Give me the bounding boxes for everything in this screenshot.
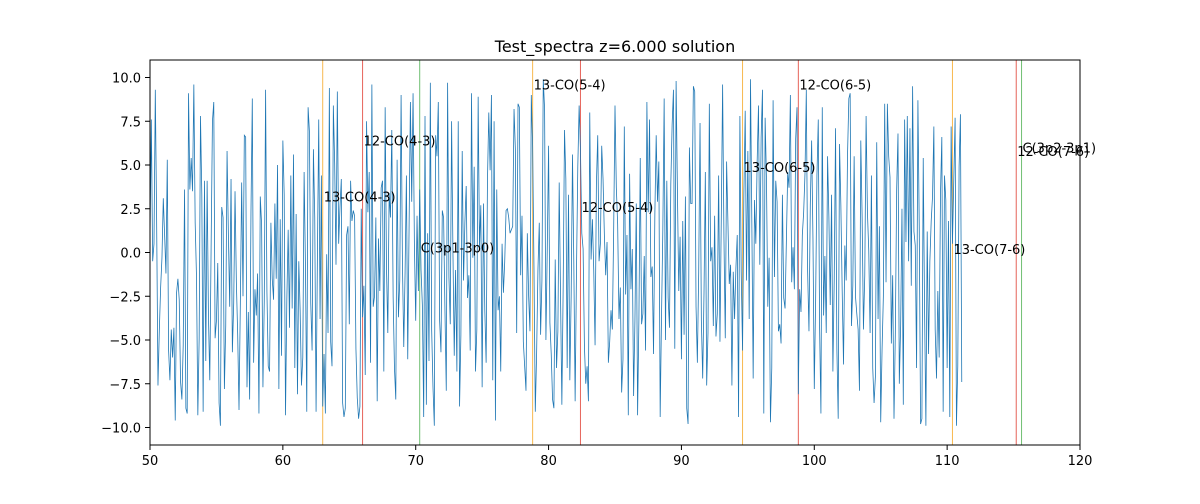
y-tick-label: 7.5 (120, 115, 141, 130)
y-tick-label: −10.0 (101, 422, 141, 437)
y-tick-label: −2.5 (109, 290, 141, 305)
x-tick-label: 110 (935, 454, 960, 469)
spectrum-line (150, 79, 963, 426)
x-tick-label: 80 (540, 454, 557, 469)
line-label: 12-CO(5-4) (581, 201, 653, 216)
line-label: C(3p1-3p0) (421, 241, 495, 256)
y-tick-label: 0.0 (120, 247, 141, 262)
y-axis: −10.0 −7.5 −5.0 −2.5 0.0 2.5 5.0 7.5 10.0 (101, 72, 150, 437)
spectrum-series (150, 79, 963, 426)
y-tick-label: −7.5 (109, 378, 141, 393)
emission-line-labels: 13-CO(4-3) 12-CO(4-3) C(3p1-3p0) 13-CO(5-4)… (324, 79, 1096, 259)
y-tick-label: 10.0 (112, 72, 141, 87)
y-tick-label: 2.5 (120, 203, 141, 218)
chart-title: Test_spectra z=6.000 solution (494, 37, 735, 57)
x-tick-label: 70 (407, 454, 424, 469)
x-tick-label: 90 (673, 454, 690, 469)
line-label: 13-CO(7-6) (953, 243, 1025, 258)
x-tick-label: 60 (275, 454, 292, 469)
line-label: C(3p2-3p1) (1023, 142, 1097, 157)
y-tick-label: −5.0 (109, 334, 141, 349)
line-label: 12-CO(6-5) (799, 79, 871, 94)
line-label: 12-CO(7-6) (1017, 145, 1089, 160)
line-label: 13-CO(6-5) (744, 161, 816, 176)
line-label: 13-CO(5-4) (534, 79, 606, 94)
line-label: 13-CO(4-3) (324, 191, 396, 206)
y-tick-label: 5.0 (120, 159, 141, 174)
x-tick-label: 50 (142, 454, 159, 469)
line-label: 12-CO(4-3) (364, 135, 436, 150)
x-tick-label: 100 (802, 454, 827, 469)
x-tick-label: 120 (1068, 454, 1093, 469)
x-axis: 50 60 70 80 90 100 110 120 (142, 445, 1093, 469)
